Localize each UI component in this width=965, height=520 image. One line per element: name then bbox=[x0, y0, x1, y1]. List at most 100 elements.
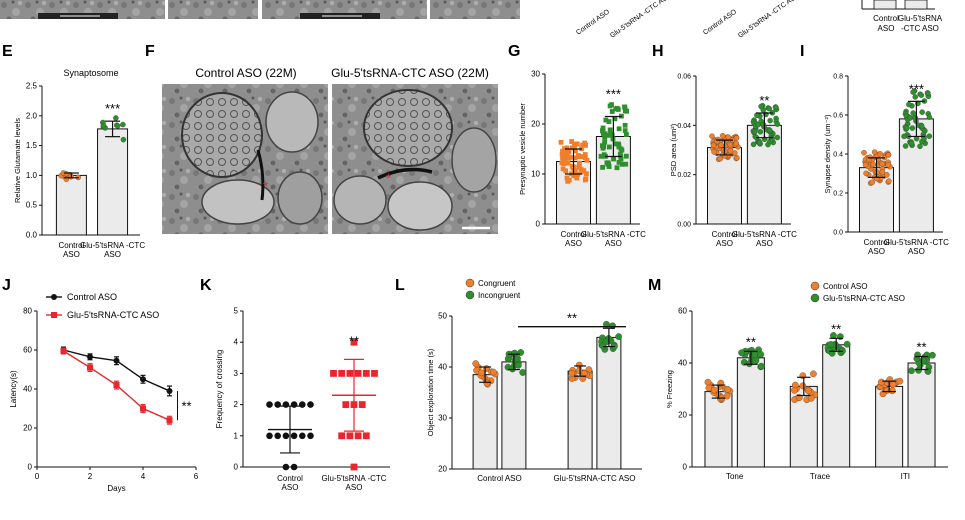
G-bar-0-point bbox=[572, 155, 578, 161]
I-bar-0-point bbox=[877, 151, 883, 157]
I-ytick-label-4: 0.8 bbox=[833, 74, 843, 81]
G-bar-1-point bbox=[601, 131, 606, 136]
em-image-control: * bbox=[162, 84, 328, 234]
M-bar-0-1-point bbox=[752, 357, 760, 364]
G-bar-0-point bbox=[576, 154, 582, 160]
M-bar-2-0-point bbox=[879, 390, 887, 398]
M-bar-0-1 bbox=[736, 357, 765, 468]
L-xcat-1: Glu-5'tsRNA-CTC ASO bbox=[554, 474, 636, 483]
K-ytick-label-4: 4 bbox=[234, 338, 239, 347]
E-bar-1 bbox=[97, 128, 129, 236]
I-bar-1-point bbox=[917, 143, 923, 150]
E-ytick-label-0: 0.0 bbox=[26, 231, 38, 240]
L-bar-0-0-point bbox=[490, 368, 497, 376]
E-significance: *** bbox=[105, 101, 120, 116]
L-bar-0-1-point bbox=[519, 369, 527, 376]
panel-letter-l: L bbox=[395, 277, 405, 294]
H-bar-1-point bbox=[767, 127, 773, 134]
M-legend-marker-0 bbox=[810, 281, 820, 291]
E-bar-1-point bbox=[120, 136, 127, 143]
H-bar-1-point bbox=[755, 121, 761, 128]
E-ylabel: Relative Glutamate levels bbox=[13, 118, 22, 203]
M-bar-2-1-point bbox=[915, 366, 922, 374]
K-group-1-point bbox=[354, 370, 362, 377]
E-ytick-label-4: 2.0 bbox=[26, 111, 38, 120]
G-bar-1-point bbox=[616, 126, 622, 132]
G-bar-1-point bbox=[603, 117, 609, 123]
M-bar-1-1-point bbox=[843, 340, 851, 348]
J-ytick-label-4: 80 bbox=[23, 307, 32, 316]
panel-letter-e: E bbox=[2, 43, 13, 60]
I-bar-0-point bbox=[879, 161, 885, 167]
em-image-strip-4 bbox=[430, 0, 520, 19]
G-bar-0-point bbox=[565, 160, 571, 166]
G-xcat-1: Glu-5'tsRNA -CTC ASO bbox=[581, 230, 646, 248]
K-group-1-point bbox=[371, 370, 378, 377]
G-bar-0-point bbox=[571, 173, 577, 178]
I-significance: *** bbox=[909, 81, 924, 96]
M-bar-1-1 bbox=[822, 344, 851, 468]
G-bar-0-point bbox=[574, 141, 580, 147]
G-bar-0-point bbox=[566, 149, 572, 155]
M-bar-1-0-point bbox=[810, 370, 817, 378]
I-ytick-label-3: 0.6 bbox=[833, 113, 843, 120]
K-ytick-label-1: 1 bbox=[234, 431, 239, 440]
panel-letter-j: J bbox=[2, 277, 11, 294]
chart-K: 0 1 2 3 4 5 Frequency of crossing Control ASO Glu… bbox=[215, 307, 390, 492]
G-bar-1-point bbox=[616, 159, 622, 165]
G-bar-0-point bbox=[562, 157, 568, 163]
M-bar-0-1-point bbox=[738, 349, 745, 357]
I-bar-1-point bbox=[912, 94, 918, 100]
K-ylabel: Frequency of crossing bbox=[215, 350, 224, 429]
E-ytick-label-2: 1.0 bbox=[26, 171, 38, 180]
J-legend-label-1: Glu-5'tsRNA-CTC ASO bbox=[67, 310, 159, 320]
L-bar-1-0-point bbox=[568, 369, 576, 377]
H-ytick-label-2: 0.04 bbox=[677, 123, 691, 130]
I-bar-1-point bbox=[919, 109, 925, 115]
G-bar-0-point bbox=[572, 168, 578, 174]
G-bar-1-point bbox=[602, 134, 608, 140]
d-label-treat-2: Glu-5'tsRNA -CTC ASO bbox=[737, 0, 802, 40]
G-bar-1-point bbox=[607, 127, 613, 133]
G-bar-1-point bbox=[624, 108, 630, 114]
H-bar-0-point bbox=[709, 133, 715, 139]
G-bar-0-point bbox=[563, 148, 569, 154]
I-bar-1-point bbox=[907, 115, 913, 121]
M-bar-1-0-point bbox=[799, 372, 807, 380]
G-bar-1-point bbox=[619, 147, 625, 153]
G-ytick-label-1: 10 bbox=[531, 170, 540, 179]
I-bar-0-point bbox=[869, 179, 875, 186]
M-bar-1-0-point bbox=[799, 382, 807, 390]
d-label-control-1: Control ASO bbox=[575, 8, 611, 36]
I-bar-0-point bbox=[885, 162, 892, 168]
K-ytick-label-3: 3 bbox=[234, 369, 239, 378]
K-group-1-point bbox=[338, 432, 346, 440]
G-bar-1-point bbox=[617, 151, 623, 157]
K-group-1-point bbox=[350, 463, 358, 471]
G-bar-0-point bbox=[562, 146, 567, 152]
panel-letter-k: K bbox=[200, 277, 212, 294]
f-title-control: Control ASO (22M) bbox=[195, 66, 296, 80]
H-bar-0-point bbox=[727, 148, 734, 154]
H-ytick-label-3: 0.06 bbox=[677, 74, 691, 81]
G-bar-1-point bbox=[622, 128, 628, 134]
G-bar-0-point bbox=[577, 160, 582, 166]
I-bar-1-point bbox=[926, 133, 933, 139]
K-group-0-point bbox=[290, 401, 298, 408]
E-ytick-label-5: 2.5 bbox=[26, 82, 38, 91]
K-significance: ** bbox=[349, 333, 359, 348]
K-group-0-point bbox=[266, 401, 273, 408]
E-xcat-0: Control ASO bbox=[59, 241, 85, 259]
M-bar-0-0-point bbox=[710, 386, 718, 394]
M-significance-2: ** bbox=[916, 340, 926, 355]
J-xtick-label-3: 6 bbox=[194, 472, 199, 481]
M-xcat-0: Tone bbox=[726, 472, 744, 481]
H-bar-0-point bbox=[711, 149, 717, 155]
d-right-cat-1-line2: ASO bbox=[878, 24, 895, 33]
L-bar-1-1 bbox=[596, 336, 622, 470]
L-bar-1-0-point bbox=[575, 361, 583, 369]
E-xcat-1: Glu-5'tsRNA -CTC ASO bbox=[80, 241, 145, 259]
L-ytick-label-2: 40 bbox=[438, 363, 447, 372]
L-bar-0-1-point bbox=[514, 361, 522, 369]
I-bar-0-point bbox=[871, 149, 878, 155]
